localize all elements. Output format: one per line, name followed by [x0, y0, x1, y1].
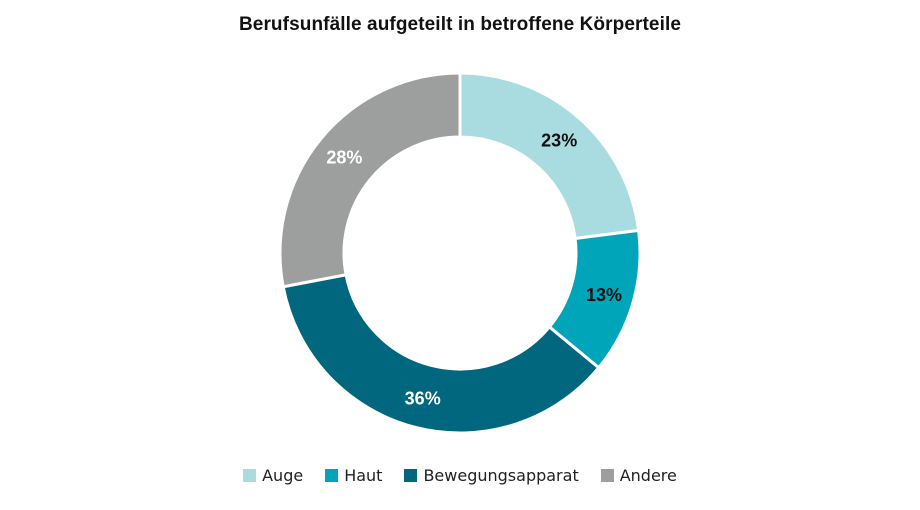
legend-label-haut: Haut: [344, 466, 383, 485]
slice-label-haut: 13%: [586, 285, 622, 305]
chart-title: Berufsunfälle aufgeteilt in betroffene K…: [238, 14, 682, 35]
legend-swatch-haut: [325, 469, 339, 482]
legend-label-bewegungsapparat: Bewegungsapparat: [423, 466, 579, 485]
slice-label-auge: 23%: [541, 130, 577, 150]
slice-label-bewegungsapparat: 36%: [405, 388, 441, 408]
legend-item-haut: Haut: [325, 466, 382, 485]
labels-group: 23% 13% 36% 28%: [326, 130, 622, 408]
legend-swatch-auge: [243, 469, 257, 482]
legend-item-andere: Andere: [600, 466, 677, 485]
legend-item-bewegungsapparat: Bewegungsapparat: [404, 466, 579, 485]
slice-auge: [458, 71, 641, 241]
legend-label-andere: Andere: [619, 466, 677, 485]
slice-andere: [278, 71, 462, 289]
legend-item-auge: Auge: [243, 466, 303, 485]
legend-swatch-bewegungsapparat: [404, 469, 418, 482]
legend-swatch-andere: [600, 469, 614, 482]
legend-label-auge: Auge: [262, 466, 304, 485]
slice-bewegungsapparat: [281, 272, 601, 435]
legend: Auge Haut Bewegungsapparat Andere: [0, 466, 920, 485]
slices-group: [278, 71, 642, 435]
slice-label-andere: 28%: [326, 147, 362, 167]
